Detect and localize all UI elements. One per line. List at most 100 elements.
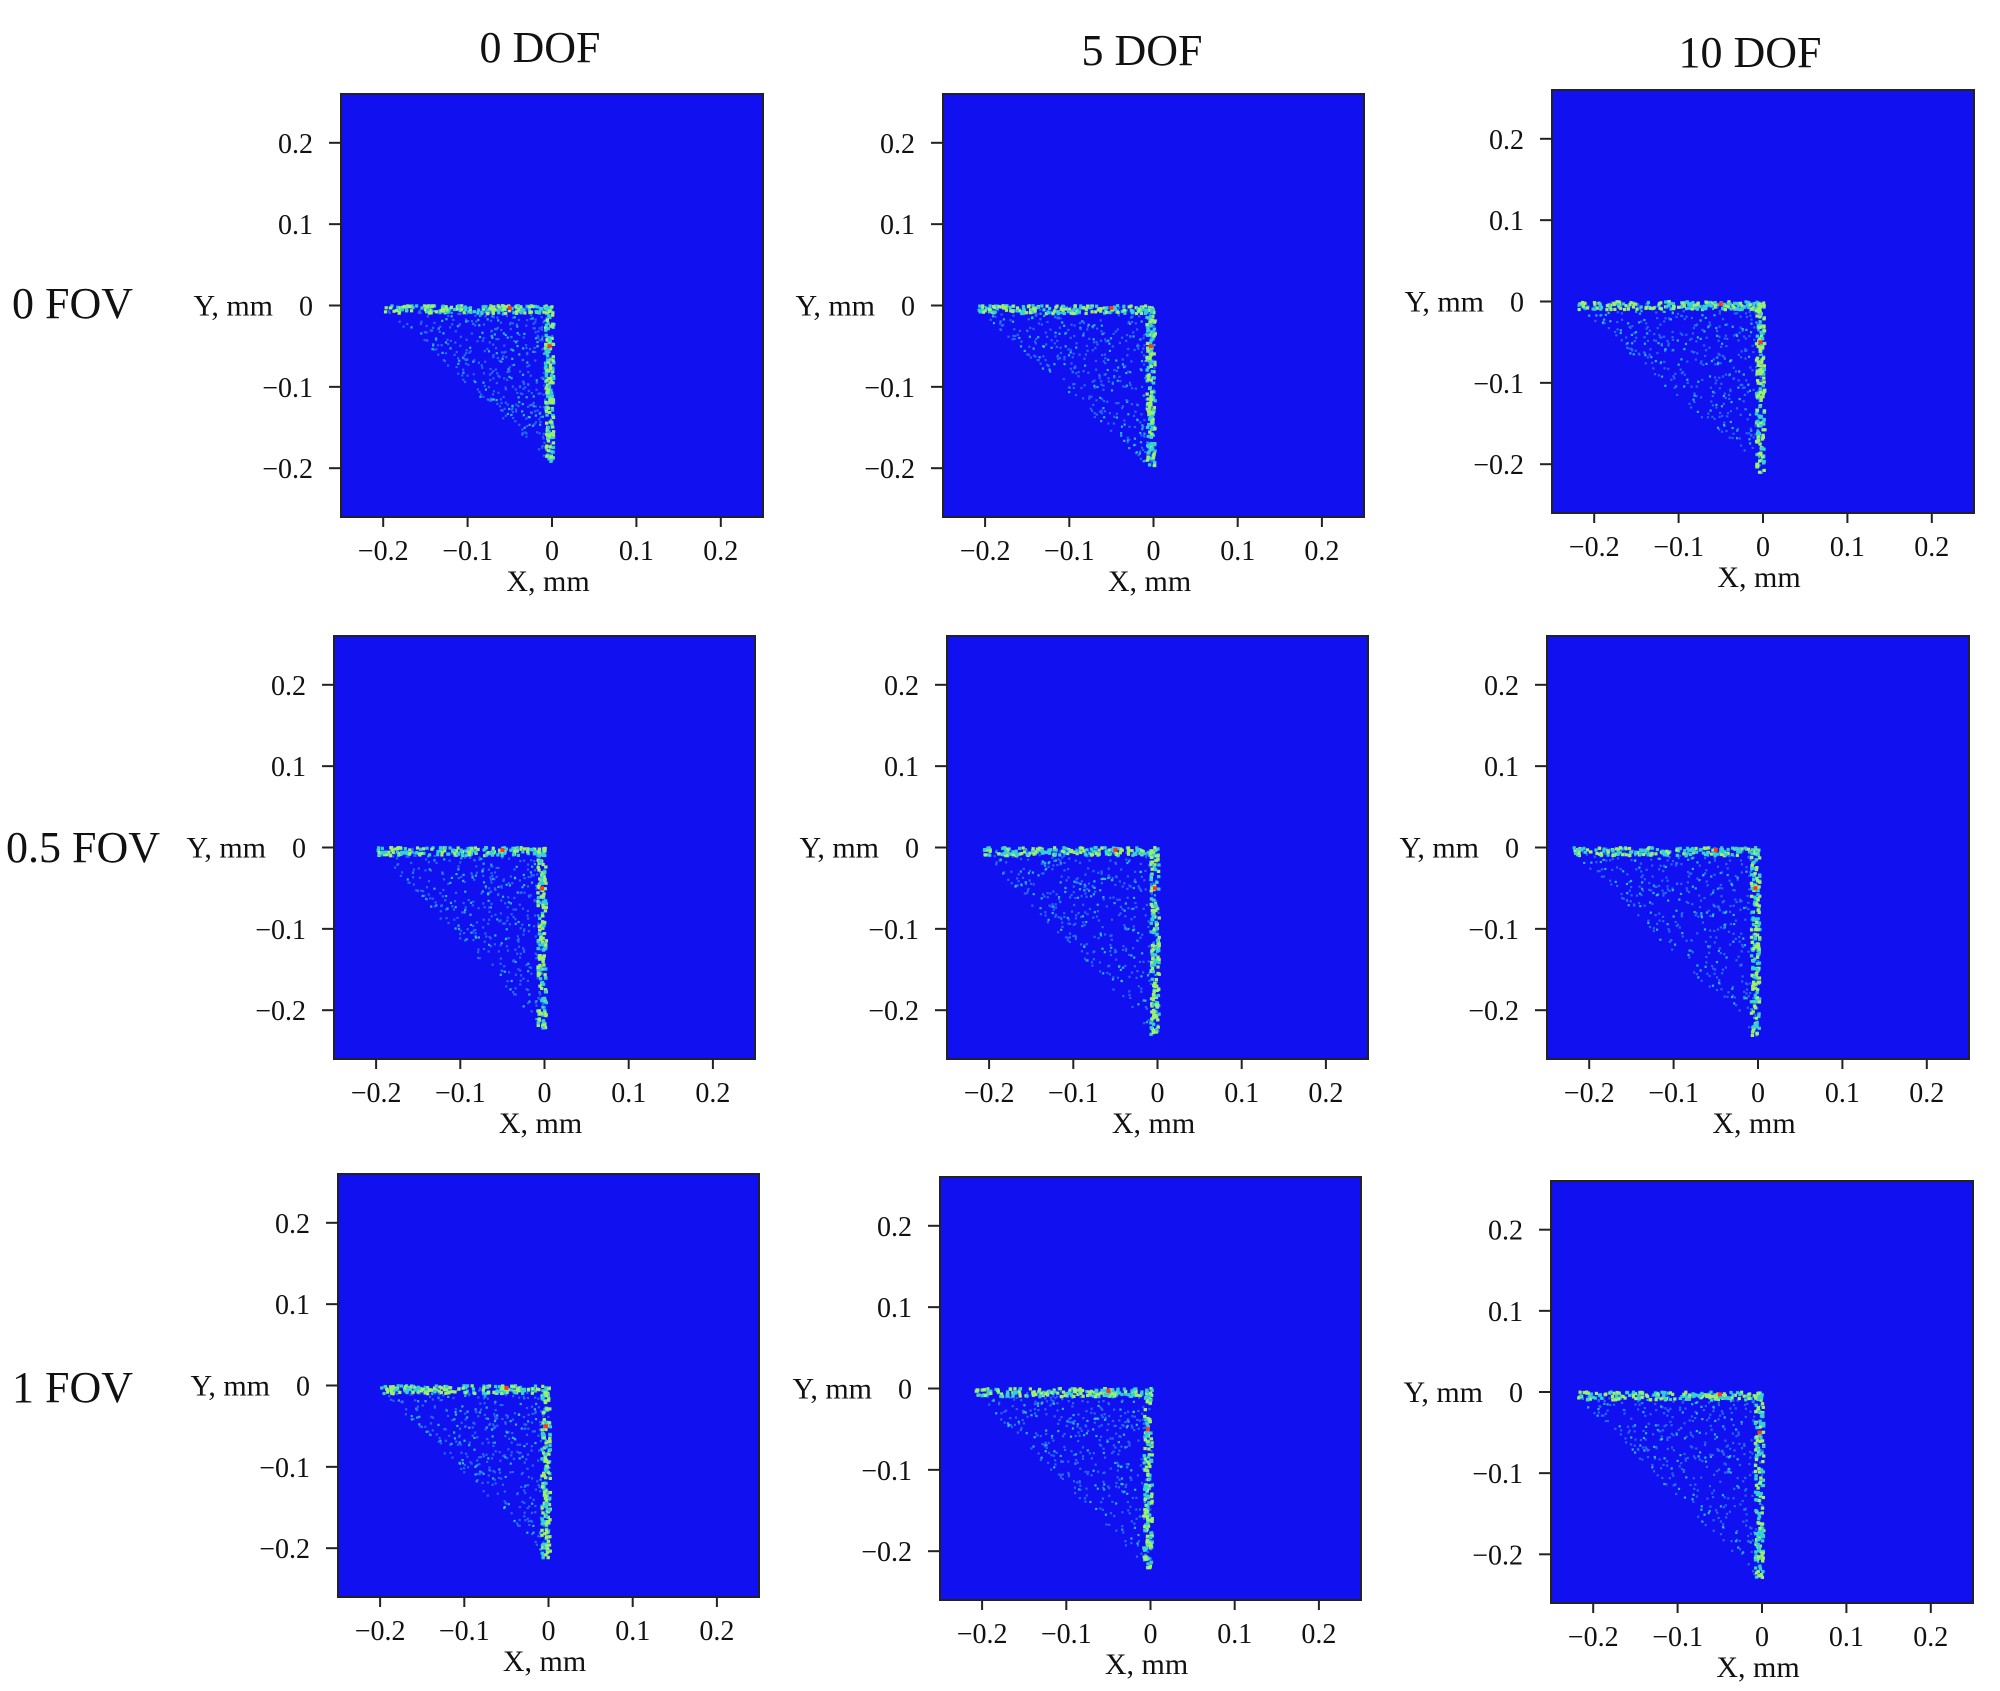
spot-sample xyxy=(506,906,509,909)
spot-sample xyxy=(1142,354,1146,357)
spot-sample xyxy=(1620,318,1624,321)
spot-sample xyxy=(389,1398,393,1401)
spot-sample xyxy=(439,892,442,895)
spot-sample xyxy=(547,401,552,405)
spot-sample xyxy=(519,891,522,894)
spot-sample xyxy=(1147,960,1150,963)
spot-sample xyxy=(534,318,537,321)
spot-sample xyxy=(1120,407,1124,410)
spot-sample xyxy=(1076,896,1080,899)
spot-sample xyxy=(1147,413,1151,417)
spot-sample xyxy=(1640,870,1643,873)
spot-sample xyxy=(1710,301,1715,305)
spot-sample xyxy=(1136,970,1139,973)
spot-sample xyxy=(500,360,503,363)
spot-sample xyxy=(528,895,531,899)
spot-sample xyxy=(551,311,555,315)
spot-sample xyxy=(509,902,512,905)
spot-sample xyxy=(1024,881,1027,884)
spot-sample xyxy=(1023,892,1026,895)
spot-sample xyxy=(533,847,537,851)
spot-sample xyxy=(1142,363,1146,366)
spot-sample xyxy=(1754,433,1757,436)
spot-sample xyxy=(451,848,455,852)
spot-sample xyxy=(1648,881,1651,885)
spot-sample xyxy=(1742,400,1745,403)
spot-sample xyxy=(543,967,548,971)
spot-sample xyxy=(1625,346,1629,349)
spot-sample xyxy=(1027,353,1030,356)
spot-sample xyxy=(1708,985,1711,988)
spot-sample xyxy=(1758,387,1762,391)
spot-sample xyxy=(547,430,551,434)
spot-sample xyxy=(1716,426,1720,429)
spot-sample xyxy=(1072,850,1076,854)
spot-sample xyxy=(1643,318,1646,322)
spot-sample xyxy=(1117,402,1120,405)
spot-sample xyxy=(543,973,547,977)
spot-sample xyxy=(426,315,430,318)
spot-sample xyxy=(462,931,466,935)
spot-sample xyxy=(411,847,414,850)
spot-sample xyxy=(539,421,542,424)
spot-sample xyxy=(1149,855,1154,860)
spot-sample xyxy=(551,433,556,437)
spot-sample xyxy=(1154,920,1158,924)
spot-sample xyxy=(528,347,532,351)
spot-sample xyxy=(1755,988,1760,992)
spot-sample xyxy=(1143,308,1148,312)
spot-sample xyxy=(1150,1002,1154,1006)
spot-sample xyxy=(1138,452,1141,455)
spot-sample xyxy=(1063,915,1066,918)
spot-sample xyxy=(1114,948,1117,952)
spot-sample xyxy=(1722,850,1727,854)
spot-sample xyxy=(1085,895,1088,898)
spot-sample xyxy=(467,306,470,310)
spot-sample xyxy=(1119,905,1123,908)
spot-sample xyxy=(1735,307,1739,311)
spot-sample xyxy=(1731,325,1734,328)
spot-sample xyxy=(1058,357,1062,360)
spot-sample xyxy=(1117,366,1120,369)
spot-sample xyxy=(496,918,499,921)
spot-sample xyxy=(1152,884,1157,888)
spot-sample xyxy=(1093,384,1096,387)
spot-sample xyxy=(546,426,551,430)
spot-sample xyxy=(1614,847,1618,851)
spot-sample xyxy=(1715,326,1718,330)
spot-sample xyxy=(1145,323,1149,327)
spot-sample xyxy=(530,1010,533,1013)
spot-sample xyxy=(1099,309,1103,313)
spot-sample xyxy=(1074,311,1078,315)
x-tick-label: −0.2 xyxy=(960,536,1011,567)
spot-sample xyxy=(542,963,546,967)
spot-sample xyxy=(1156,869,1161,873)
spot-sample xyxy=(539,871,542,874)
spot-sample xyxy=(550,457,554,461)
spot-sample xyxy=(1731,987,1734,990)
spot-sample xyxy=(536,1480,539,1483)
spot-sample xyxy=(1053,342,1056,345)
spot-sample xyxy=(410,304,414,308)
spot-sample xyxy=(1150,904,1155,909)
spot-sample xyxy=(427,311,431,315)
spot-sample xyxy=(1126,439,1129,442)
spot-sample xyxy=(473,850,478,854)
spot-sample xyxy=(1747,908,1750,911)
spot-sample xyxy=(1591,307,1595,311)
spot-sample xyxy=(450,311,453,314)
spot-sample xyxy=(516,344,519,348)
spot-sample xyxy=(1149,877,1154,881)
spot-sample xyxy=(429,869,433,872)
spot-sample xyxy=(1762,304,1766,308)
spot-sample xyxy=(1754,308,1759,313)
spot-sample xyxy=(1025,892,1029,895)
spot-sample xyxy=(1652,929,1655,933)
spot-sample xyxy=(496,304,500,308)
spot-sample xyxy=(514,341,518,344)
spot-sample xyxy=(1666,879,1669,882)
spot-sample xyxy=(1048,851,1052,855)
spot-sample xyxy=(999,320,1002,323)
spot-sample xyxy=(503,377,506,380)
spot-sample xyxy=(540,911,545,916)
